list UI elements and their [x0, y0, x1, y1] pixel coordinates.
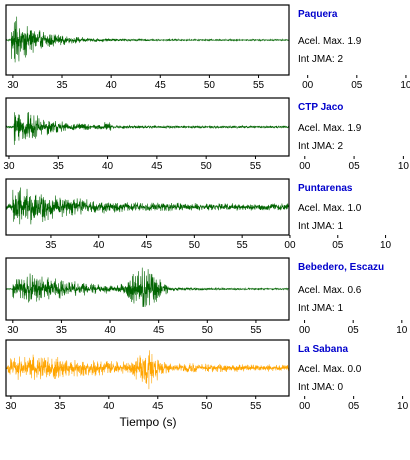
station-panel: 354045505500051015202530PuntarenasAcel. …: [5, 178, 392, 251]
x-tick-label: 05: [332, 240, 344, 251]
x-tick-label: 10: [400, 80, 410, 91]
x-tick-label: 10: [398, 161, 410, 172]
x-tick-label: 35: [45, 240, 57, 251]
max-acceleration: Acel. Max. 1.9: [298, 36, 362, 47]
x-tick-label: 35: [54, 401, 66, 412]
x-tick-label: 40: [93, 240, 105, 251]
x-tick-label: 45: [152, 401, 164, 412]
x-tick-label: 50: [189, 240, 201, 251]
x-tick-label: 30: [7, 80, 19, 91]
x-tick-label: 55: [250, 401, 262, 412]
x-tick-label: 50: [201, 401, 213, 412]
x-tick-label: 50: [201, 161, 213, 172]
x-tick-label: 45: [141, 240, 153, 251]
station-name: Bebedero, Escazu: [298, 262, 384, 273]
x-tick-label: 40: [102, 161, 114, 172]
x-tick-label: 40: [103, 401, 115, 412]
panel-frame: [5, 97, 290, 157]
x-tick-label: 10: [380, 240, 392, 251]
x-tick-label: 05: [349, 161, 361, 172]
waveform-trace: [5, 111, 290, 145]
x-tick-label: 10: [397, 401, 409, 412]
x-tick-label: 30: [7, 325, 19, 336]
x-tick-label: 35: [56, 325, 68, 336]
jma-intensity: Int JMA: 0: [298, 382, 343, 393]
waveform-trace: [5, 16, 290, 63]
station-name: Puntarenas: [298, 183, 353, 194]
jma-intensity: Int JMA: 2: [298, 141, 343, 152]
x-tick-label: 00: [299, 161, 311, 172]
x-tick-label: 05: [348, 325, 360, 336]
station-panel: 303540455055000510152025PaqueraAcel. Max…: [5, 4, 410, 91]
x-tick-label: 40: [104, 325, 116, 336]
x-tick-label: 55: [253, 80, 265, 91]
x-tick-label: 35: [53, 161, 65, 172]
station-panel: 303540455055000510152025Bebedero, Escazu…: [5, 257, 408, 336]
panel-frame: [5, 4, 290, 76]
waveform-trace: [5, 267, 290, 307]
max-acceleration: Acel. Max. 0.6: [298, 285, 362, 296]
x-tick-label: 05: [351, 80, 363, 91]
x-tick-label: 45: [155, 80, 167, 91]
x-tick-label: 30: [5, 401, 17, 412]
x-tick-label: 50: [202, 325, 214, 336]
jma-intensity: Int JMA: 2: [298, 54, 343, 65]
station-name: La Sabana: [298, 344, 348, 355]
x-tick-label: 05: [348, 401, 360, 412]
x-tick-label: 00: [299, 325, 311, 336]
x-tick-label: 55: [250, 325, 262, 336]
x-tick-label: 45: [153, 325, 165, 336]
x-tick-label: 55: [237, 240, 249, 251]
waveform-trace: [5, 187, 290, 225]
x-tick-label: 35: [56, 80, 68, 91]
x-tick-label: 55: [250, 161, 262, 172]
max-acceleration: Acel. Max. 0.0: [298, 364, 362, 375]
x-tick-label: 40: [106, 80, 118, 91]
panel-frame: [5, 178, 290, 236]
jma-intensity: Int JMA: 1: [298, 303, 343, 314]
x-tick-label: 00: [299, 401, 311, 412]
x-tick-label: 00: [284, 240, 296, 251]
station-name: CTP Jaco: [298, 102, 343, 113]
x-tick-label: 00: [302, 80, 314, 91]
x-tick-label: 50: [204, 80, 216, 91]
jma-intensity: Int JMA: 1: [298, 221, 343, 232]
panel-frame: [5, 339, 290, 397]
x-tick-label: 30: [3, 161, 15, 172]
x-tick-label: 45: [151, 161, 163, 172]
max-acceleration: Acel. Max. 1.0: [298, 203, 362, 214]
panels: 303540455055000510152025PaqueraAcel. Max…: [3, 4, 410, 412]
x-tick-label: 10: [396, 325, 408, 336]
waveform-trace: [5, 350, 290, 390]
max-acceleration: Acel. Max. 1.9: [298, 123, 362, 134]
x-axis-label: Tiempo (s): [120, 415, 177, 429]
panel-frame: [5, 257, 290, 321]
station-name: Paquera: [298, 9, 338, 20]
